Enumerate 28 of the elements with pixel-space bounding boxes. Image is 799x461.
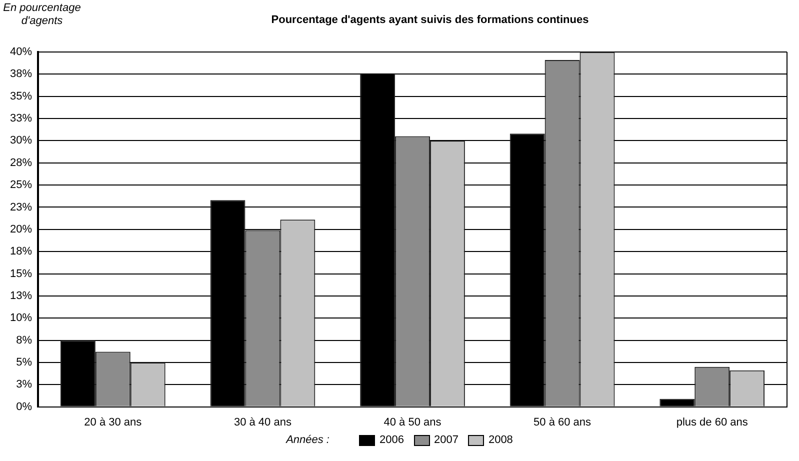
y-tick-label: 23% bbox=[10, 201, 32, 214]
y-tick-label: 8% bbox=[16, 334, 32, 346]
legend-label: 2006 bbox=[379, 434, 404, 446]
x-tick-label: 30 à 40 ans bbox=[234, 416, 292, 428]
y-tick-label: 33% bbox=[10, 112, 32, 125]
text: 20% bbox=[10, 223, 32, 236]
legend-title: Années : bbox=[286, 434, 330, 446]
text: 10% bbox=[10, 312, 32, 324]
text: 15% bbox=[10, 268, 32, 280]
text: 40% bbox=[10, 46, 32, 58]
text: 0% bbox=[16, 400, 32, 413]
text: 5% bbox=[16, 356, 32, 368]
x-tick-label: 40 à 50 ans bbox=[384, 416, 442, 428]
x-tick-label: plus de 60 ans bbox=[676, 416, 748, 428]
legend-label: 2008 bbox=[488, 434, 513, 446]
text: 35% bbox=[10, 90, 32, 102]
legend-label: 2007 bbox=[434, 434, 458, 446]
text: 25% bbox=[10, 179, 32, 192]
text: 30% bbox=[10, 134, 32, 147]
y-tick-label: 13% bbox=[10, 290, 32, 302]
y-tick-label: 18% bbox=[10, 246, 32, 258]
y-tick-label: 28% bbox=[10, 156, 32, 169]
x-tick-label: 50 à 60 ans bbox=[534, 416, 592, 428]
y-tick-label: 3% bbox=[16, 378, 32, 391]
y-axis-title: En pourcentage d'agents bbox=[2, 2, 82, 28]
x-tick-label: 20 à 30 ans bbox=[84, 416, 142, 428]
chart-title: Pourcentage d'agents ayant suivis des formations continues bbox=[270, 14, 590, 26]
y-tick-label: 38% bbox=[10, 68, 32, 80]
